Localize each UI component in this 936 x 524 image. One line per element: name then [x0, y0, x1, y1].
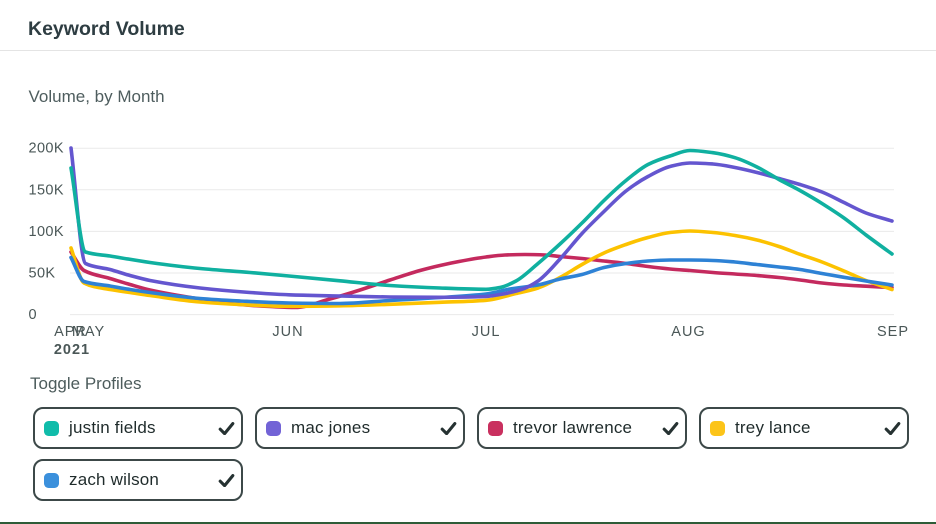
svg-text:AUG: AUG: [671, 324, 705, 340]
svg-text:150K: 150K: [29, 182, 64, 198]
svg-text:JUL: JUL: [472, 324, 501, 340]
svg-text:JUN: JUN: [272, 324, 303, 340]
svg-text:0: 0: [29, 307, 37, 323]
svg-text:2021: 2021: [54, 342, 90, 358]
svg-text:100K: 100K: [29, 224, 64, 240]
svg-text:APR: APR: [54, 324, 87, 340]
svg-text:SEP: SEP: [877, 324, 909, 340]
svg-text:MAY: MAY: [72, 324, 105, 340]
svg-text:50K: 50K: [29, 266, 56, 282]
svg-text:200K: 200K: [29, 141, 64, 157]
